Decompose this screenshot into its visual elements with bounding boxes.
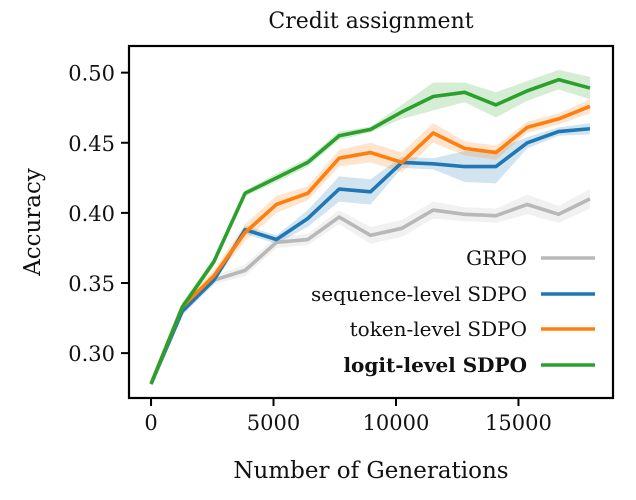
legend: GRPO sequence-level SDPO token-level SDPO l… — [311, 246, 595, 377]
y-tick-label: 0.45 — [68, 132, 115, 156]
legend-entry-2: token-level SDPO — [350, 317, 595, 341]
legend-entry-3: logit-level SDPO — [343, 353, 595, 377]
legend-label: token-level SDPO — [350, 317, 527, 341]
legend-label: logit-level SDPO — [343, 353, 527, 377]
y-tick-label: 0.35 — [68, 272, 115, 296]
y-tick-label: 0.40 — [68, 202, 115, 226]
chart-title: Credit assignment — [268, 9, 473, 34]
series-line-3 — [149, 77, 591, 385]
y-tick-label: 0.50 — [68, 62, 115, 86]
plot-frame — [127, 44, 615, 400]
legend-entry-1: sequence-level SDPO — [311, 282, 595, 306]
y-axis-label: Accuracy — [20, 168, 46, 277]
x-tick-label: 0 — [144, 411, 157, 435]
x-tick-label: 15000 — [485, 411, 552, 435]
legend-entry-0: GRPO — [466, 246, 595, 270]
series-line-0 — [149, 197, 591, 385]
legend-label: sequence-level SDPO — [311, 282, 527, 306]
x-tick-label: 10000 — [363, 411, 430, 435]
legend-label: GRPO — [466, 246, 527, 270]
x-axis-label: Number of Generations — [233, 458, 508, 484]
series-line-2 — [149, 104, 591, 385]
y-tick-label: 0.30 — [68, 342, 115, 366]
x-tick-label: 5000 — [247, 411, 300, 435]
